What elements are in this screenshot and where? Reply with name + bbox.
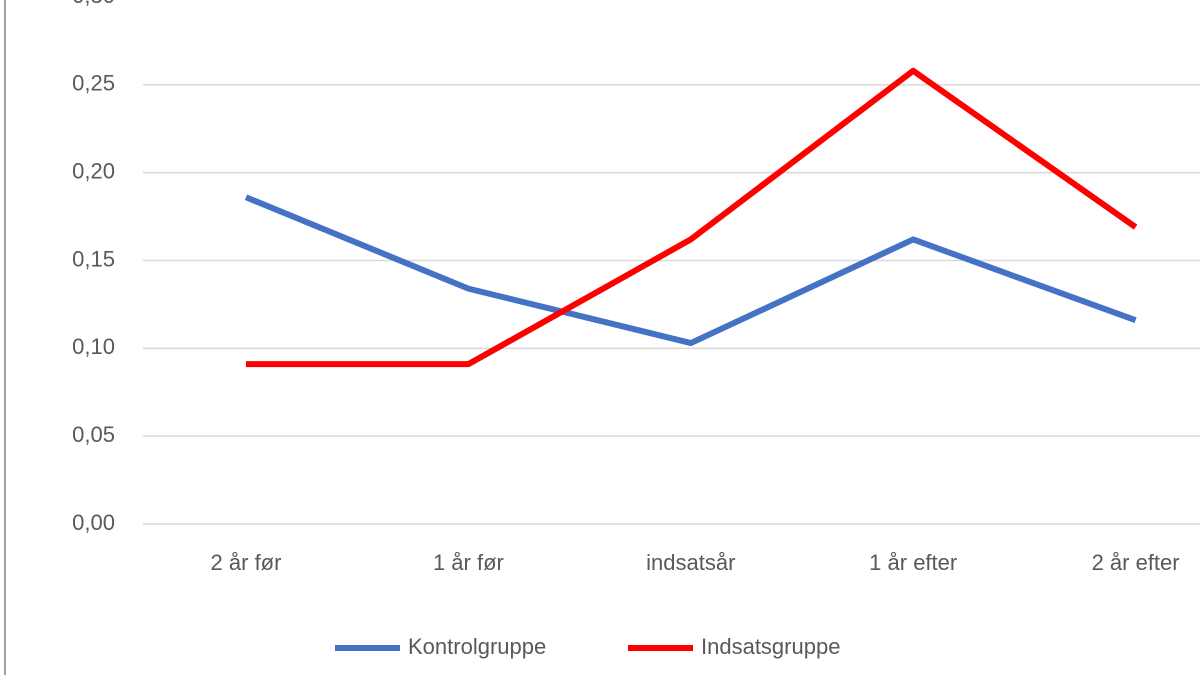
y-tick-label: 0,20 (72, 158, 115, 183)
legend-label: Kontrolgruppe (408, 634, 546, 659)
y-tick-label: 0,00 (72, 510, 115, 535)
legend-label: Indsatsgruppe (701, 634, 840, 659)
x-tick-label: indsatsår (646, 550, 735, 575)
y-tick-label: 0,05 (72, 422, 115, 447)
x-tick-label: 2 år efter (1092, 550, 1180, 575)
line-series (246, 67, 1138, 368)
y-tick-label: 0,10 (72, 334, 115, 359)
x-tick-label: 2 år før (211, 550, 282, 575)
line-series (244, 194, 1137, 347)
x-tick-label: 1 år før (433, 550, 504, 575)
x-tick-label: 1 år efter (869, 550, 957, 575)
y-tick-label: 0,15 (72, 246, 115, 271)
y-tick-label: 0,30 (72, 0, 115, 8)
y-tick-label: 0,25 (72, 71, 115, 96)
